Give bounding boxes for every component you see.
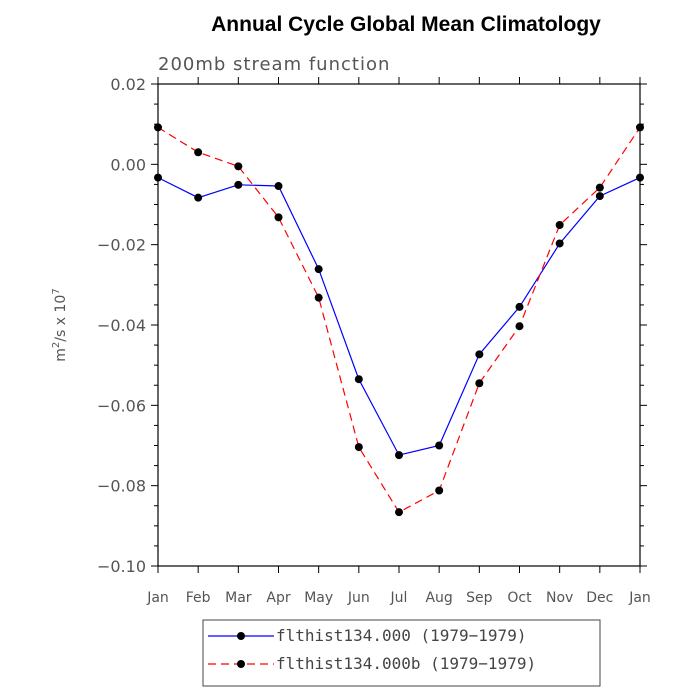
legend-label-series-2: flthist134.000b (1979−1979) — [276, 654, 536, 673]
series-1-point — [515, 302, 524, 311]
y-tick-label: −0.02 — [97, 236, 146, 255]
series-1-point — [234, 180, 243, 189]
series-2-point — [194, 148, 203, 157]
chart-subtitle: 200mb stream function — [158, 54, 390, 75]
x-tick-label: Dec — [586, 590, 613, 606]
series-2-point — [314, 293, 323, 302]
series-2-point — [475, 379, 484, 388]
y-axis-tick-labels: 0.02 0.00 −0.02 −0.04 −0.06 −0.08 −0.10 — [97, 75, 146, 576]
y-axis-label-mid: /s x 10 — [53, 295, 69, 342]
y-axis-label-base: m — [53, 348, 69, 362]
series-2-point — [435, 486, 444, 495]
series-2-point — [354, 443, 363, 452]
legend-marker-series-1 — [237, 632, 245, 640]
x-tick-label: Jan — [146, 590, 169, 606]
series-2-point — [274, 213, 283, 222]
x-tick-label: Mar — [225, 590, 252, 606]
y-tick-label: −0.04 — [97, 316, 146, 335]
y-tick-label: −0.10 — [97, 557, 146, 576]
y-axis-ticks — [151, 83, 647, 567]
x-tick-label: Sep — [466, 590, 493, 606]
series-1-point — [555, 239, 564, 248]
plot-frame — [157, 83, 641, 567]
series-1-point — [595, 192, 604, 201]
series-1-point — [435, 441, 444, 450]
x-tick-label: Feb — [186, 590, 211, 606]
series-1-point — [475, 350, 484, 359]
x-tick-label: Jan — [628, 590, 651, 606]
x-tick-label: Jul — [390, 590, 408, 606]
series-1-point — [314, 265, 323, 274]
series-1-point — [354, 375, 363, 384]
series-group — [154, 123, 644, 517]
y-tick-label: −0.08 — [97, 477, 146, 496]
series-1-point — [194, 193, 203, 202]
x-tick-label: Oct — [507, 590, 532, 606]
x-tick-label: Nov — [546, 590, 573, 606]
y-axis-label: m2/s x 107 — [51, 288, 69, 361]
series-2-point — [595, 183, 604, 192]
series-2-point — [234, 162, 243, 171]
y-tick-label: −0.06 — [97, 396, 146, 415]
legend-box — [202, 619, 601, 687]
legend: flthist134.000 (1979−1979) flthist134.00… — [202, 619, 601, 687]
legend-label-series-1: flthist134.000 (1979−1979) — [276, 626, 526, 645]
series-1-point — [274, 182, 283, 191]
series-1-line — [157, 177, 641, 456]
x-tick-label: Jun — [347, 590, 370, 606]
x-tick-label: May — [304, 590, 333, 606]
y-axis-label-sup1: 2 — [51, 342, 62, 348]
series-2-point — [395, 508, 403, 517]
y-tick-label: 0.02 — [110, 75, 146, 94]
x-tick-label: Apr — [266, 590, 290, 606]
y-tick-label: 0.00 — [110, 155, 146, 174]
series-1-point — [395, 451, 403, 460]
chart-title: Annual Cycle Global Mean Climatology — [211, 13, 601, 36]
x-tick-label: Aug — [425, 590, 452, 606]
series-2-point — [515, 322, 524, 331]
y-axis-label-sup2: 7 — [51, 288, 62, 294]
x-axis-ticks — [157, 77, 641, 573]
series-2-point — [555, 220, 564, 229]
legend-marker-series-2 — [237, 660, 245, 668]
x-axis-tick-labels: Jan Feb Mar Apr May Jun Jul Aug Sep Oct Nov Dec Jan — [146, 590, 651, 606]
